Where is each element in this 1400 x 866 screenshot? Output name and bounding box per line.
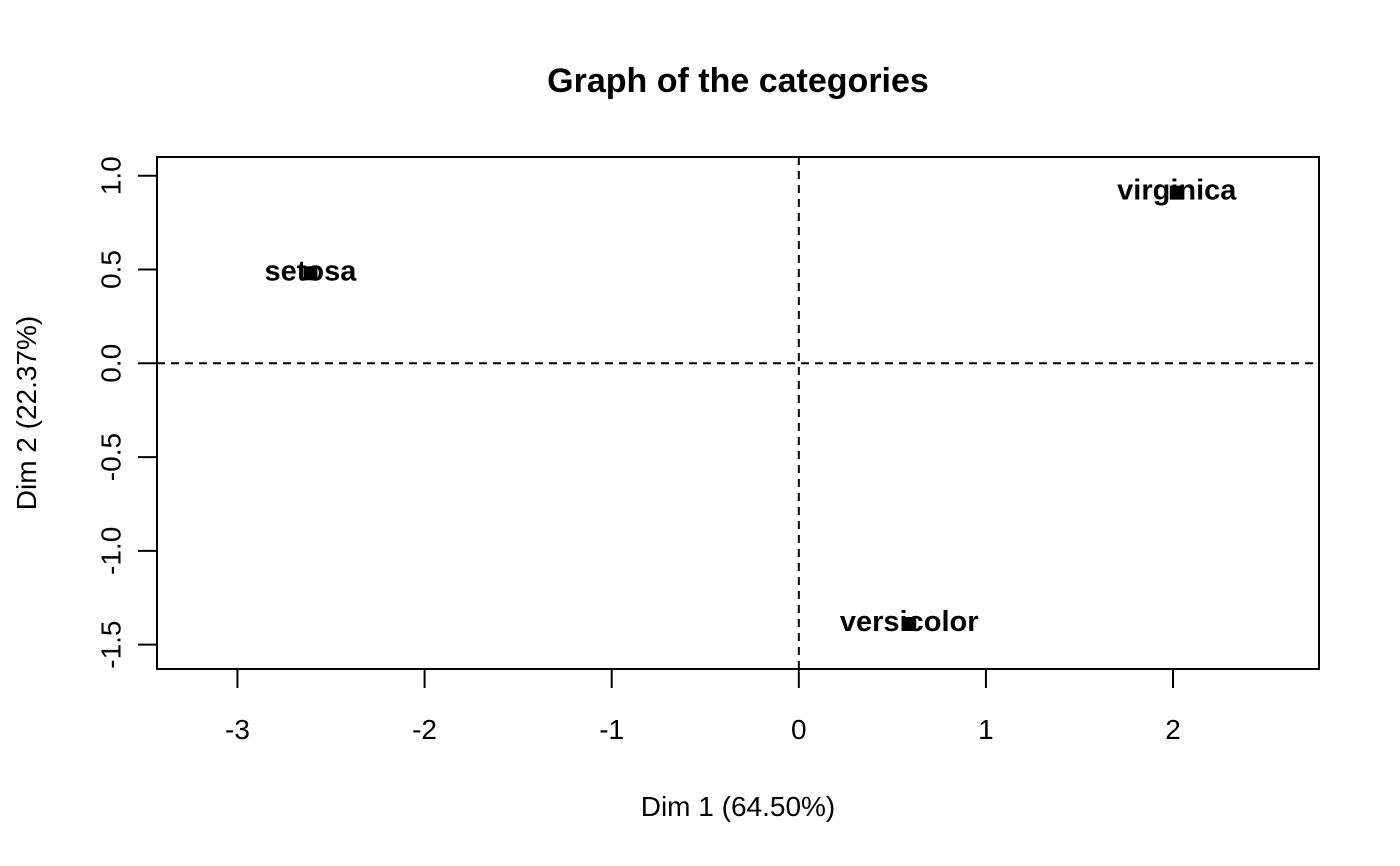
data-point-setosa — [303, 266, 318, 281]
point-label-setosa: setosa — [264, 255, 357, 287]
data-point-versicolor — [902, 616, 917, 631]
x-axis: -3 -2 -1 0 1 2 — [225, 668, 1181, 745]
data-point-virginica — [1169, 185, 1184, 200]
point-label-versicolor: versicolor — [840, 606, 979, 638]
y-axis: -1.5 -1.0 -0.5 0.0 0.5 1.0 — [96, 156, 158, 669]
data-points: setosa versicolor virginica — [264, 175, 1237, 638]
x-axis-title: Dim 1 (64.50%) — [641, 791, 836, 822]
y-tick-label: 0.5 — [96, 250, 127, 289]
reference-lines — [157, 157, 1319, 669]
y-tick-label: 1.0 — [96, 156, 127, 195]
x-tick-label: -2 — [412, 714, 437, 745]
y-tick-label: -1.0 — [96, 527, 127, 575]
y-tick-label: 0.0 — [96, 344, 127, 383]
y-tick-label: -0.5 — [96, 433, 127, 481]
plot-frame — [156, 156, 1320, 670]
x-tick-label: 2 — [1165, 714, 1181, 745]
point-label-virginica: virginica — [1117, 175, 1237, 207]
chart-title: Graph of the categories — [547, 62, 929, 100]
x-tick-label: 1 — [978, 714, 994, 745]
y-axis-title: Dim 2 (22.37%) — [11, 316, 42, 511]
y-tick-label: -1.5 — [96, 620, 127, 668]
x-tick-label: -3 — [225, 714, 250, 745]
x-tick-label: -1 — [599, 714, 624, 745]
x-tick-label: 0 — [791, 714, 807, 745]
